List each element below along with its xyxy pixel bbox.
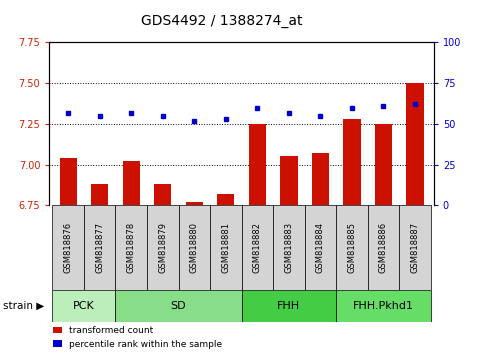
Text: FHH: FHH (277, 301, 300, 311)
Bar (399, 205, 431, 290)
Text: SD: SD (171, 301, 186, 311)
Text: GSM818882: GSM818882 (253, 222, 262, 273)
Bar (406, 83, 423, 205)
Bar (52, 290, 115, 322)
Text: strain ▶: strain ▶ (3, 301, 44, 311)
Bar (147, 205, 178, 290)
Bar (336, 205, 368, 290)
Bar (210, 205, 242, 290)
Text: GSM818883: GSM818883 (284, 222, 293, 273)
Bar (336, 290, 431, 322)
Text: GSM818884: GSM818884 (316, 222, 325, 273)
Text: GSM818878: GSM818878 (127, 222, 136, 273)
Bar (123, 161, 140, 205)
Bar (186, 202, 203, 205)
Text: GSM818885: GSM818885 (348, 222, 356, 273)
Bar (375, 124, 392, 205)
Legend: transformed count, percentile rank within the sample: transformed count, percentile rank withi… (49, 322, 226, 352)
Text: FHH.Pkhd1: FHH.Pkhd1 (353, 301, 414, 311)
Bar (84, 205, 115, 290)
Text: GSM818879: GSM818879 (158, 222, 167, 273)
Bar (154, 184, 172, 205)
Bar (343, 119, 360, 205)
Text: GSM818887: GSM818887 (411, 222, 420, 273)
Bar (242, 290, 336, 322)
Bar (217, 194, 235, 205)
Bar (60, 158, 77, 205)
Bar (248, 124, 266, 205)
Bar (280, 156, 297, 205)
Bar (115, 290, 242, 322)
Text: GSM818877: GSM818877 (95, 222, 104, 273)
Text: PCK: PCK (73, 301, 95, 311)
Bar (368, 205, 399, 290)
Bar (242, 205, 273, 290)
Bar (115, 205, 147, 290)
Text: GSM818876: GSM818876 (64, 222, 72, 273)
Text: GSM818880: GSM818880 (190, 222, 199, 273)
Bar (305, 205, 336, 290)
Text: GSM818881: GSM818881 (221, 222, 230, 273)
Text: GSM818886: GSM818886 (379, 222, 388, 273)
Bar (273, 205, 305, 290)
Bar (178, 205, 210, 290)
Text: GDS4492 / 1388274_at: GDS4492 / 1388274_at (141, 14, 303, 28)
Bar (312, 153, 329, 205)
Bar (52, 205, 84, 290)
Bar (91, 184, 108, 205)
